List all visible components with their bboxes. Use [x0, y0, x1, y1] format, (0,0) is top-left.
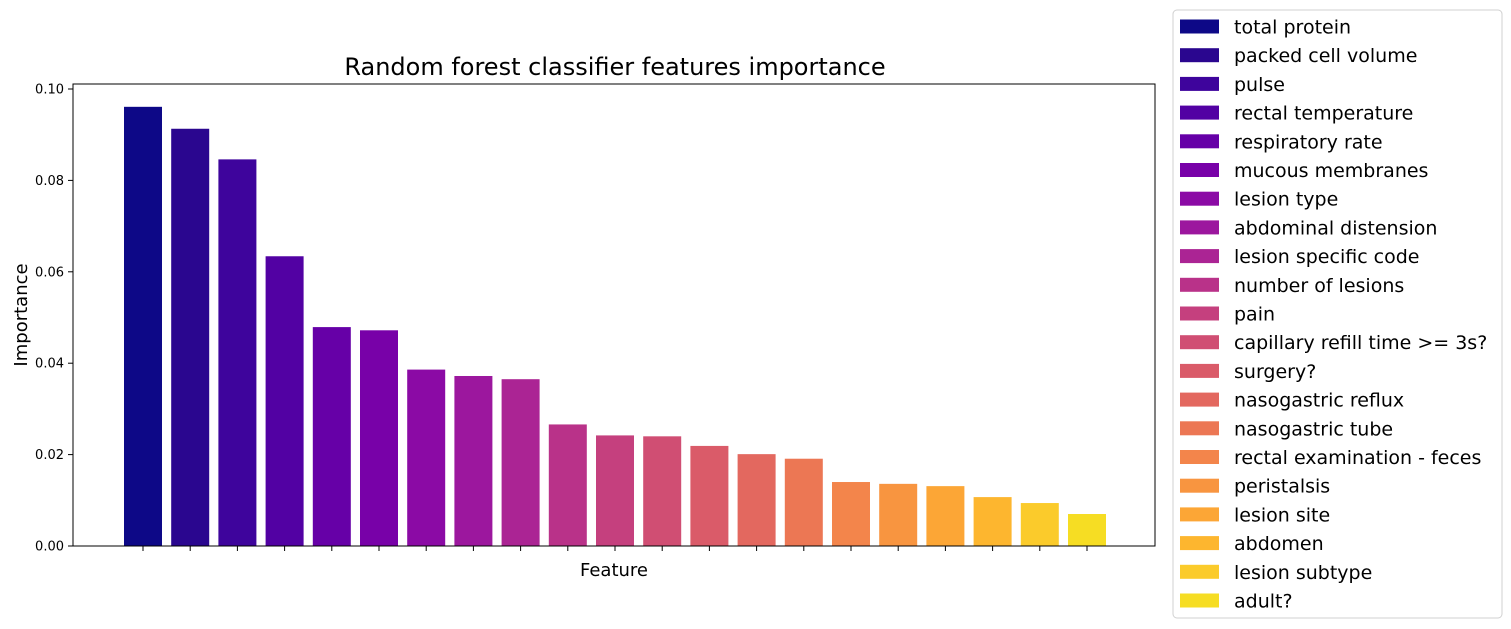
x-axis-label: Feature — [580, 560, 648, 581]
legend-swatch — [1180, 507, 1219, 522]
legend-swatch — [1180, 363, 1219, 378]
legend-swatch — [1180, 191, 1219, 206]
plot-frame — [72, 83, 1156, 547]
legend-label: rectal examination - feces — [1234, 447, 1481, 469]
legend-swatch — [1180, 392, 1219, 407]
bar-14 — [737, 454, 776, 546]
legend-label: lesion site — [1234, 504, 1330, 526]
legend-label: lesion subtype — [1234, 562, 1372, 584]
y-tick-label: 0.06 — [35, 265, 64, 280]
legend-label: mucous membranes — [1234, 160, 1428, 182]
legend-swatch — [1180, 19, 1219, 34]
y-tick-label: 0.02 — [35, 448, 64, 463]
legend-label: pain — [1234, 304, 1275, 326]
bar-2 — [171, 128, 210, 546]
legend-label: pulse — [1234, 74, 1285, 96]
legend-swatch — [1180, 134, 1219, 149]
bar-16 — [832, 482, 870, 546]
bar-10 — [548, 424, 587, 546]
legend-label: lesion type — [1234, 189, 1338, 211]
legend-swatch — [1180, 478, 1219, 493]
y-tick-label: 0.04 — [35, 357, 64, 372]
bar-1 — [124, 106, 162, 546]
legend-swatch — [1180, 163, 1219, 177]
legend-label: nasogastric reflux — [1234, 390, 1404, 412]
legend-label: packed cell volume — [1234, 45, 1417, 67]
bar-8 — [454, 375, 493, 546]
bar-3 — [218, 159, 257, 547]
legend-label: respiratory rate — [1234, 131, 1383, 153]
legend-swatch — [1180, 76, 1219, 91]
legend-label: capillary refill time >= 3s? — [1234, 332, 1487, 354]
bar-13 — [690, 445, 729, 546]
legend-swatch — [1180, 450, 1219, 464]
legend-swatch — [1180, 105, 1219, 120]
y-axis-label: Importance — [11, 263, 32, 366]
bar-6 — [360, 330, 398, 546]
legend-swatch — [1180, 421, 1219, 436]
legend-label: abdominal distension — [1234, 217, 1437, 239]
bar-21 — [1068, 514, 1106, 546]
bar-7 — [407, 369, 446, 546]
legend-swatch — [1180, 277, 1219, 292]
legend-swatch — [1180, 220, 1219, 235]
bar-17 — [879, 483, 918, 546]
legend-label: number of lesions — [1234, 275, 1404, 297]
legend-swatch — [1180, 306, 1219, 321]
bar-4 — [265, 256, 304, 546]
legend-swatch — [1180, 593, 1219, 608]
legend: total protein packed cell volume pulse rect… — [1172, 9, 1503, 619]
bars-group — [124, 106, 1106, 547]
legend-label: total protein — [1234, 17, 1351, 39]
bar-5 — [312, 327, 351, 546]
y-tick-label: 0.00 — [35, 540, 64, 555]
y-ticks: 0.00 0.02 0.04 0.06 0.08 0.10 — [35, 83, 73, 555]
bar-11 — [596, 435, 634, 546]
legend-swatch — [1180, 249, 1219, 264]
legend-label: abdomen — [1234, 533, 1324, 555]
legend-swatch — [1180, 335, 1219, 350]
legend-swatch — [1180, 48, 1219, 63]
x-ticks — [142, 546, 1088, 551]
legend-label: rectal temperature — [1234, 103, 1413, 125]
chart-title: Random forest classifier features import… — [344, 53, 885, 81]
y-tick-label: 0.10 — [35, 83, 64, 98]
bar-12 — [643, 436, 682, 546]
y-tick-label: 0.08 — [35, 174, 64, 189]
bar-9 — [501, 379, 540, 546]
legend-swatch — [1180, 536, 1219, 551]
bar-15 — [784, 458, 823, 546]
bar-20 — [1020, 503, 1059, 546]
legend-swatch — [1180, 564, 1219, 579]
legend-label: lesion specific code — [1234, 246, 1420, 268]
bar-18 — [926, 486, 965, 546]
legend-frame — [1172, 9, 1503, 619]
legend-label: nasogastric tube — [1234, 418, 1393, 440]
legend-label: adult? — [1234, 591, 1293, 613]
legend-label: surgery? — [1234, 361, 1316, 383]
bar-19 — [973, 497, 1012, 546]
legend-label: peristalsis — [1234, 476, 1330, 498]
